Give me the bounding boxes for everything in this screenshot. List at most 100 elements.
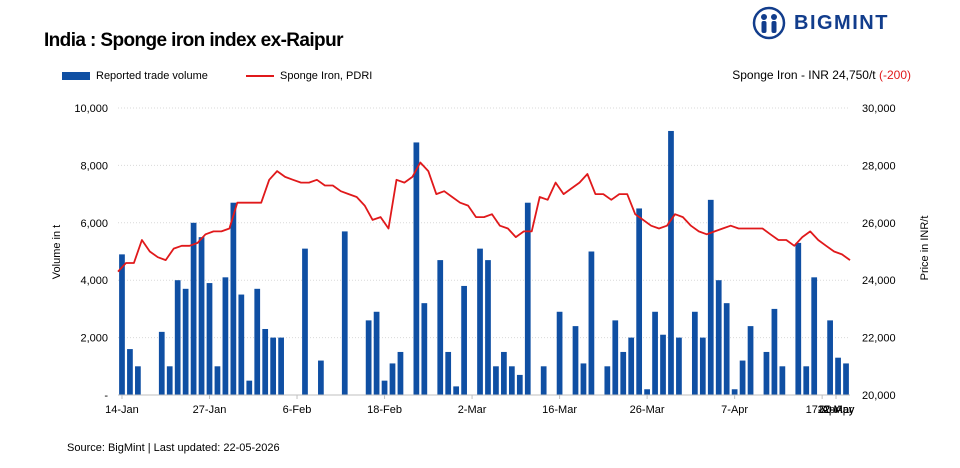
x-tick-label: 30-Apr <box>819 404 852 416</box>
volume-bar <box>397 351 404 395</box>
legend-label-volume: Reported trade volume <box>96 70 208 82</box>
volume-bar <box>763 351 770 395</box>
y2-tick-label: 24,000 <box>862 275 896 287</box>
volume-bar <box>413 142 420 395</box>
volume-bar <box>827 320 833 395</box>
volume-bar <box>516 374 523 395</box>
x-tick-label: 6-Feb <box>283 404 312 416</box>
x-tick-label: 26-Mar <box>630 404 665 416</box>
volume-bar <box>174 280 181 395</box>
y2-tick-label: 22,000 <box>862 333 896 345</box>
price-note: Sponge Iron - INR 24,750/t (-200) <box>732 68 911 82</box>
volume-bar <box>668 130 674 395</box>
x-tick-label: 2-Mar <box>458 404 487 416</box>
x-tick-label: 17-Apr <box>806 404 839 416</box>
volume-bar <box>636 208 643 395</box>
volume-bar <box>119 254 125 395</box>
brand-logo: BIGMINT <box>752 6 912 40</box>
volume-bar <box>723 303 730 395</box>
volume-bar <box>493 366 499 395</box>
volume-bar <box>190 222 197 395</box>
legend-label-price: Sponge Iron, PDRI <box>280 70 373 82</box>
volume-bar <box>779 366 786 395</box>
legend-swatch-line <box>246 75 274 77</box>
y-axis-right: 20,000 22,000 24,000 26,000 28,000 30,000 <box>862 103 896 402</box>
volume-bar <box>182 288 189 395</box>
x-tick-label: 18-Feb <box>367 404 402 416</box>
volume-bar <box>676 337 682 395</box>
volume-bar <box>198 237 205 395</box>
volume-bar <box>341 231 348 395</box>
volume-bar <box>652 311 658 395</box>
volume-bar <box>803 366 810 395</box>
source-note: Source: BigMint | Last updated: 22-05-20… <box>67 442 280 454</box>
volume-bars <box>119 130 849 395</box>
y2-tick-label: 30,000 <box>862 103 896 115</box>
volume-bar <box>158 331 165 395</box>
x-tick-label: 7-Apr <box>721 404 748 416</box>
volume-bar <box>524 202 531 395</box>
volume-bar <box>445 351 452 395</box>
volume-bar <box>501 351 507 395</box>
volume-bar <box>572 326 579 395</box>
volume-bar <box>135 366 141 395</box>
y-axis-label: Volume in t <box>51 225 63 279</box>
y-tick-label: 2,000 <box>80 333 108 345</box>
volume-bar <box>739 360 746 395</box>
volume-bar <box>222 277 229 395</box>
volume-bar <box>381 380 388 395</box>
brand-icon <box>752 6 786 40</box>
y2-tick-label: 26,000 <box>862 218 896 230</box>
volume-bar <box>453 386 460 395</box>
volume-bar <box>230 202 237 395</box>
x-tick-label: 16-Mar <box>542 404 577 416</box>
volume-bar <box>508 366 515 395</box>
volume-bar <box>421 303 428 395</box>
volume-bar <box>262 328 269 395</box>
grid-lines <box>118 107 850 339</box>
chart-title: India : Sponge iron index ex-Raipur <box>44 30 343 51</box>
volume-bar <box>166 366 173 395</box>
volume-bar <box>835 357 841 395</box>
x-axis: 14-Jan 27-Jan 6-Feb 18-Feb 2-Mar 16-Mar 26-Mar… <box>105 394 855 416</box>
volume-bar <box>604 366 611 395</box>
volume-bar <box>461 285 467 395</box>
volume-bar <box>238 294 245 395</box>
volume-bar <box>747 326 754 395</box>
volume-bar <box>127 349 133 395</box>
y-tick-label: 6,000 <box>80 218 108 230</box>
price-note-text: Sponge Iron - INR 24,750/t <box>732 68 876 82</box>
volume-bar <box>771 308 778 395</box>
y2-axis-label: Price in INR/t <box>919 216 931 281</box>
volume-bar <box>580 363 587 395</box>
y-tick-label: 10,000 <box>74 103 108 115</box>
y-tick-label: - <box>104 390 108 402</box>
volume-bar <box>206 283 213 395</box>
volume-bar <box>843 363 849 395</box>
volume-bar <box>373 311 380 395</box>
brand-name: BIGMINT <box>794 12 889 34</box>
x-tick-label: 14-Jan <box>105 404 139 416</box>
volume-bar <box>365 320 372 395</box>
volume-bar <box>795 242 802 395</box>
volume-bar <box>278 337 284 395</box>
volume-bar <box>437 260 444 395</box>
volume-bar <box>620 351 627 395</box>
volume-bar <box>628 337 635 395</box>
volume-bar <box>214 366 221 395</box>
x-tick-label: 27-Jan <box>193 404 227 416</box>
price-series-line <box>117 161 851 273</box>
volume-bar <box>644 389 650 395</box>
x-tick-label: 22-May <box>818 404 855 416</box>
volume-bar <box>318 360 324 395</box>
legend-item-volume: Reported trade volume <box>62 70 208 82</box>
volume-bar <box>660 334 666 395</box>
legend-item-price: Sponge Iron, PDRI <box>246 70 372 82</box>
volume-bar <box>389 363 396 395</box>
legend-swatch-bar <box>62 72 90 80</box>
y2-tick-label: 20,000 <box>862 390 896 402</box>
volume-bar <box>699 337 706 395</box>
volume-bar <box>588 251 595 395</box>
volume-bar <box>270 337 277 395</box>
